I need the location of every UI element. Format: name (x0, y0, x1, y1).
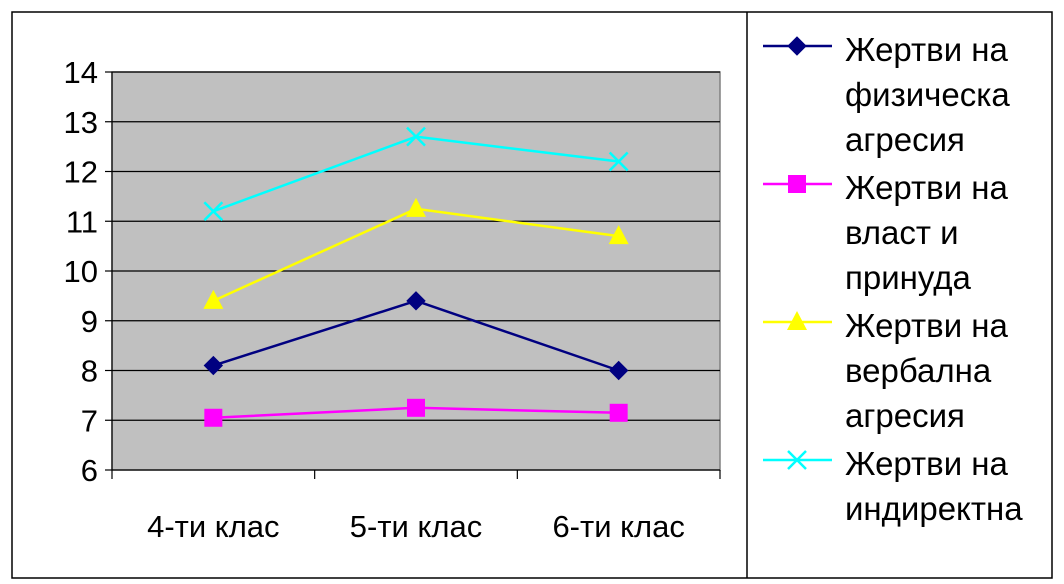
data-point (204, 408, 223, 427)
legend-swatch-marker (788, 175, 806, 193)
marker-stroke (203, 201, 224, 222)
data-point (406, 126, 426, 147)
y-tick-label: 6 (81, 453, 98, 488)
legend: Жертви на физическа агресия Жертви на власт … (763, 31, 1023, 527)
legend-swatch-marker (787, 450, 807, 470)
legend-swatch-marker (787, 311, 807, 330)
legend-label: принуда (845, 259, 972, 296)
data-point (406, 291, 426, 311)
y-tick-label: 8 (81, 354, 98, 389)
y-tick-label: 12 (64, 155, 98, 190)
x-tick-label: 5-ти клас (350, 509, 482, 544)
data-point (406, 197, 426, 217)
y-tick-label: 9 (81, 304, 98, 339)
data-point (203, 201, 224, 222)
marker-stroke (406, 126, 426, 147)
x-tick-label: 4-ти клас (147, 509, 279, 544)
data-point (407, 398, 425, 417)
y-tick-label: 7 (81, 403, 98, 438)
data-point (608, 360, 629, 381)
legend-label: агресия (845, 397, 965, 434)
legend-label: Жертви на (845, 169, 1009, 206)
legend-label: физическа (845, 76, 1010, 113)
legend-label: Жертви на (845, 307, 1009, 344)
data-point (608, 151, 629, 172)
legend-entry: Жертви на вербална агресия (763, 307, 1009, 434)
marker-stroke (608, 151, 629, 172)
data-point (203, 289, 224, 309)
legend-label: Жертви на (845, 31, 1009, 68)
x-tick-label: 6-ти клас (552, 509, 684, 544)
legend-label: индиректна (845, 490, 1023, 527)
legend-label: агресия (845, 121, 965, 158)
data-point (609, 403, 628, 422)
y-tick-label: 14 (64, 55, 98, 90)
y-tick-label: 13 (64, 105, 98, 140)
data-point (203, 355, 224, 376)
marker-stroke (787, 450, 807, 470)
legend-entry: Жертви на власт и принуда (763, 169, 1009, 296)
y-tick-label: 10 (64, 254, 98, 289)
legend-entry: Жертви на индиректна (763, 445, 1023, 527)
legend-label: Жертви на (845, 445, 1009, 482)
data-point (608, 225, 629, 245)
legend-entry: Жертви на физическа агресия (763, 31, 1010, 158)
y-tick-label: 11 (66, 204, 98, 239)
legend-label: власт и (845, 214, 959, 251)
legend-swatch-marker (787, 36, 807, 56)
plot-area: 6 7 8 9 10 11 12 13 14 4-ти клас 5-ти клас 6-ти кла… (64, 55, 721, 544)
legend-label: вербална (845, 352, 992, 389)
